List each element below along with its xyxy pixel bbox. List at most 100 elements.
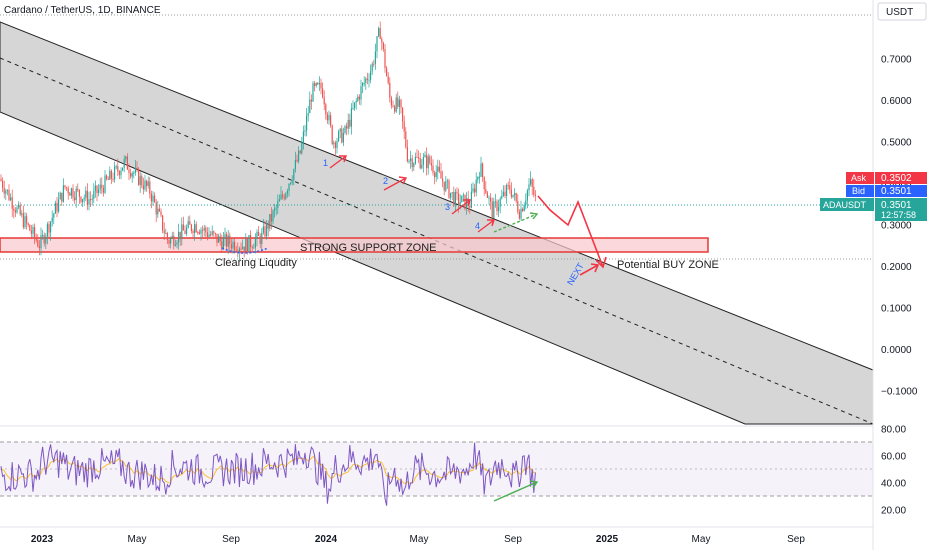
candle-body [515,193,517,202]
candle-body [142,185,144,190]
candle-body [381,38,383,43]
candle-body [26,216,28,224]
candle-body [427,156,429,169]
candle-body [331,125,333,144]
candle-body [480,163,482,177]
candle-body [261,232,263,244]
candle-body [298,150,300,162]
candle-body [437,166,439,172]
candle-body [320,82,322,89]
candle-body [376,36,378,52]
candle-body [18,204,20,208]
candle-body [117,166,119,172]
candle-body [251,247,253,249]
price-tick: 0.0000 [881,345,912,356]
candle-body [488,197,490,199]
candle-body [198,232,200,234]
candle-body [38,246,40,249]
candle-body [70,188,72,196]
candle-body [163,230,165,234]
candle-body [211,231,213,235]
candle-body [413,163,415,167]
candle-body [66,187,68,189]
rsi-axis[interactable]: 80.00 60.00 40.00 20.00 [881,425,906,517]
candle-body [355,100,357,103]
candle-body [50,221,52,233]
price-tick: 0.5000 [881,138,912,149]
candle-body [347,120,349,129]
candle-body [362,83,364,87]
candle-body [445,181,447,191]
candle-body [112,178,114,180]
candle-body [78,189,80,197]
time-axis[interactable]: 2023 May Sep 2024 May Sep 2025 May Sep [31,534,805,545]
candle-body [230,244,232,249]
candle-body [178,231,180,243]
candle-body [224,234,226,239]
candle-body [394,106,396,112]
candle-body [192,230,194,233]
candle-body [365,78,367,83]
time-tick: Sep [787,534,805,545]
currency-button[interactable] [877,2,927,21]
candle-body [275,207,277,209]
candle-body [267,222,269,229]
candle-body [459,202,461,205]
candle-body [309,99,311,114]
candle-body [202,229,204,231]
candle-body [160,211,162,216]
candle-body [406,146,408,161]
svg-text:1: 1 [323,158,328,168]
candle-body [14,210,16,213]
candle-body [118,171,120,176]
candle-body [35,237,37,241]
candle-body [350,108,352,127]
candle-body [168,240,170,244]
candle-body [338,131,340,142]
candle-body [301,142,303,154]
candle-body [238,248,240,253]
candle-body [91,198,93,200]
candle-body [464,194,466,209]
svg-text:0.3501: 0.3501 [881,186,912,197]
candle-body [8,189,10,200]
candle-body [371,63,373,72]
candle-body [126,156,128,170]
candle-body [101,184,103,188]
candle-body [523,205,525,211]
candle-body [374,51,376,64]
candle-body [32,227,34,234]
wave-arrows [329,155,495,233]
candle-body [115,166,117,168]
candle-body [258,231,260,236]
candle-body [24,216,26,228]
svg-text:Bid: Bid [852,186,865,196]
candle-body [134,167,136,173]
price-candles [0,21,536,261]
candle-body [166,233,168,240]
candle-body [141,176,143,186]
candle-body [54,202,56,214]
candle-body [400,99,402,108]
candle-body [256,231,258,240]
candle-body [270,214,272,222]
candle-body [520,208,522,219]
candle-body [264,226,266,237]
candle-body [494,201,496,203]
price-axis[interactable]: 0.7000 0.6000 0.5000 0.4000 0.3000 0.2000 0.10… [881,55,918,398]
candle-body [418,157,420,159]
candle-body [131,173,133,177]
candle-body [478,176,480,178]
candle-body [454,191,456,206]
candle-body [19,204,21,215]
candle-body [179,231,181,240]
svg-text:0.3501: 0.3501 [881,200,912,211]
candle-body [366,78,368,80]
candle-body [93,190,95,199]
clearing-liquidity-label: Clearing Liqudity [215,257,297,269]
candle-body [6,189,8,191]
candle-body [5,191,7,194]
svg-text:2: 2 [383,176,388,186]
